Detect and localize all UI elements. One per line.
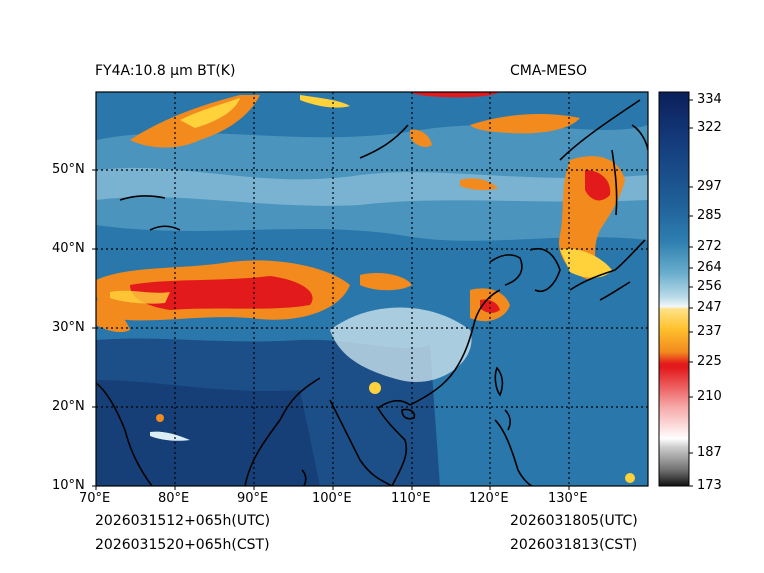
colorbar-tick-label: 256 [697, 279, 722, 294]
graticule [96, 92, 648, 486]
lon-tick-label: 70°E [79, 491, 111, 506]
colorbar [659, 92, 689, 486]
colorbar-tick-label: 187 [697, 445, 722, 460]
colorbar-tick-label: 264 [697, 260, 722, 275]
lon-tick-label: 90°E [237, 491, 269, 506]
valid-time-cst: 2026031813(CST) [510, 537, 638, 553]
colorbar-tick-label: 322 [697, 120, 722, 135]
lon-tick-label: 80°E [158, 491, 190, 506]
colorbar-tick-label: 225 [697, 354, 722, 369]
map-title-right: CMA-MESO [510, 63, 588, 79]
lon-tick-label: 120°E [469, 491, 509, 506]
lat-tick-label: 40°N [52, 241, 85, 256]
colorbar-tick-label: 173 [697, 478, 722, 493]
axis-ticks [92, 169, 570, 490]
colorbar-frame [658, 91, 690, 487]
colorbar-tick-label: 247 [697, 300, 722, 315]
lat-tick-label: 50°N [52, 162, 85, 177]
lon-tick-label: 130°E [548, 491, 588, 506]
init-time-cst: 2026031520+065h(CST) [95, 537, 270, 553]
lon-tick-label: 100°E [312, 491, 352, 506]
colorbar-tick-label: 334 [697, 92, 722, 107]
valid-time-utc: 2026031805(UTC) [510, 513, 638, 529]
coastlines [96, 99, 648, 486]
colorbar-tick-label: 285 [697, 208, 722, 223]
lat-tick-label: 10°N [52, 478, 85, 493]
colorbar-tick-label: 210 [697, 389, 722, 404]
map-title-left: FY4A:10.8 µm BT(K) [95, 63, 236, 79]
colorbar-ticks [689, 99, 693, 487]
lat-tick-label: 30°N [52, 320, 85, 335]
colorbar-tick-label: 297 [697, 179, 722, 194]
map-frame [95, 91, 649, 487]
init-time-utc: 2026031512+065h(UTC) [95, 513, 271, 529]
lon-tick-label: 110°E [391, 491, 431, 506]
colorbar-tick-label: 237 [697, 324, 722, 339]
colorbar-tick-label: 272 [697, 239, 722, 254]
brightness-temperature-field [96, 92, 648, 486]
lat-tick-label: 20°N [52, 399, 85, 414]
